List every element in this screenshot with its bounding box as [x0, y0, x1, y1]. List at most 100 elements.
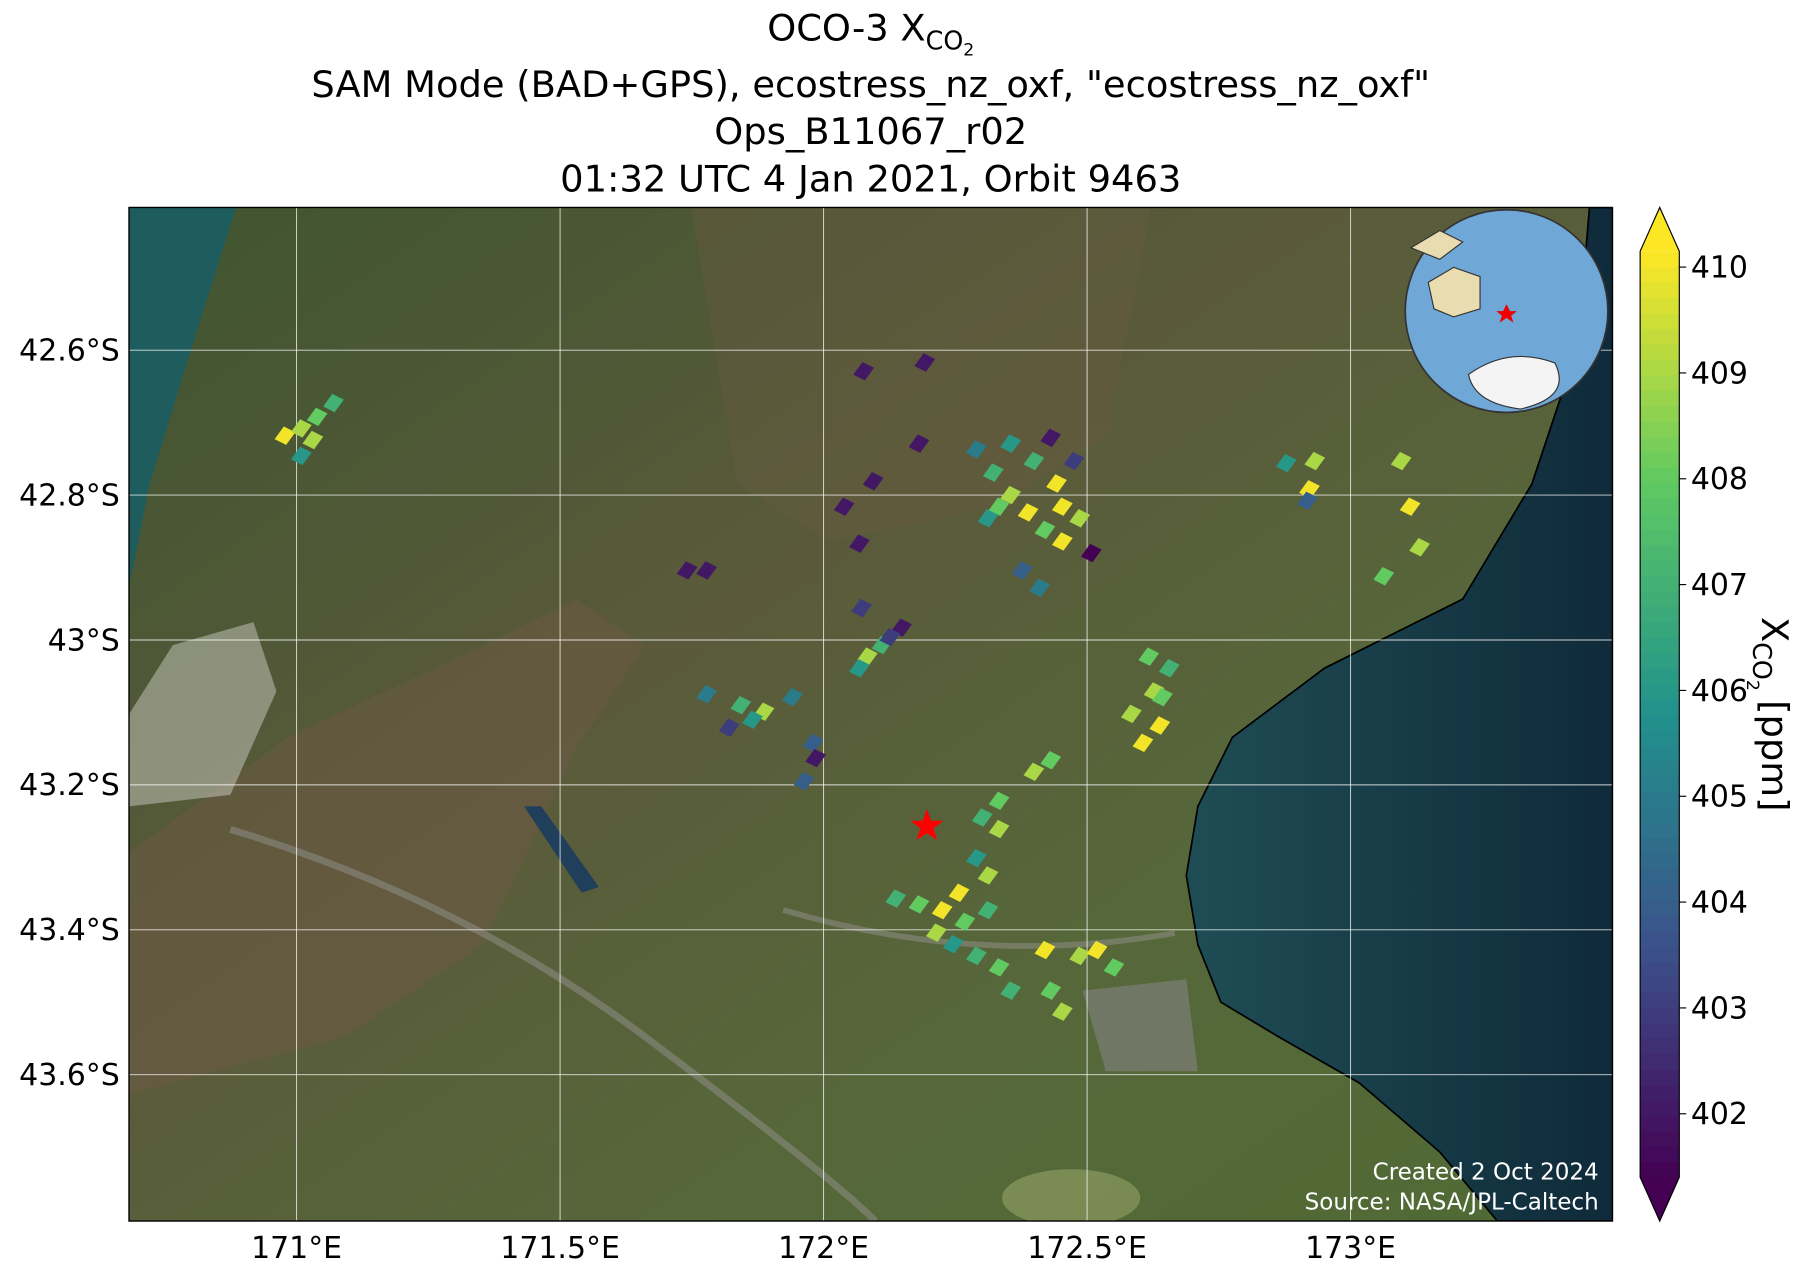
colorbar-segment — [1640, 837, 1680, 854]
colorbar-segment — [1640, 976, 1680, 993]
colorbar-tick-label: 405 — [1691, 780, 1748, 815]
sounding — [1023, 762, 1045, 782]
colorbar-segment — [1640, 359, 1680, 376]
sounding — [782, 688, 803, 707]
y-tick-label: 42.8°S — [19, 478, 120, 513]
sounding — [1149, 716, 1171, 735]
colorbar-segment — [1640, 498, 1680, 515]
sounding — [1000, 434, 1022, 453]
colorbar-segment — [1640, 390, 1680, 407]
colorbar-tick-label: 410 — [1691, 250, 1748, 285]
sounding — [1040, 981, 1062, 1000]
colorbar-segment — [1640, 282, 1680, 299]
x-tick-label: 171.5°E — [500, 1231, 620, 1266]
sounding — [914, 353, 936, 372]
colorbar-segment — [1640, 652, 1680, 669]
colorbar-segment — [1640, 806, 1680, 823]
sounding — [1143, 682, 1165, 701]
sounding — [1051, 497, 1073, 516]
sounding — [1017, 503, 1039, 522]
sounding — [302, 430, 324, 450]
sounding — [977, 901, 999, 920]
colorbar-label: XCO2 [ppm] — [1742, 617, 1796, 812]
sounding — [1275, 453, 1297, 473]
x-tick-label: 173°E — [1305, 1231, 1396, 1266]
colorbar-segment — [1640, 421, 1680, 438]
colorbar-segment — [1640, 914, 1680, 932]
title: OCO-3 XCO2 — [767, 6, 974, 60]
sounding — [730, 695, 752, 715]
sounding — [931, 901, 953, 920]
sounding — [718, 718, 740, 737]
sounding — [1390, 451, 1412, 471]
sounding — [1158, 659, 1180, 678]
colorbar-segment — [1640, 1161, 1680, 1178]
colorbar-segment — [1640, 405, 1680, 422]
colorbar-segment — [1640, 1084, 1680, 1101]
y-tick-label: 42.6°S — [19, 334, 120, 369]
sounding — [988, 791, 1010, 811]
colorbar-segment — [1640, 899, 1680, 916]
note: Created 2 Oct 2024 — [1373, 1160, 1599, 1186]
sounding — [948, 883, 970, 903]
sounding — [954, 912, 976, 932]
colorbar-segment — [1640, 559, 1680, 577]
sounding — [1120, 704, 1142, 724]
colorbar-segment — [1640, 853, 1680, 870]
sounding — [1000, 485, 1022, 505]
colorbar-segment — [1640, 791, 1680, 808]
x-tick-label: 171°E — [251, 1231, 342, 1266]
colorbar-tick-label: 407 — [1691, 568, 1748, 603]
colorbar-segment — [1640, 374, 1680, 391]
colorbar-segment — [1640, 251, 1680, 268]
colorbar-segment — [1640, 1053, 1680, 1070]
sounding — [908, 434, 930, 453]
sounding — [971, 808, 993, 827]
sounding — [1373, 567, 1395, 586]
sounding — [1069, 946, 1091, 966]
sounding — [977, 866, 999, 885]
sounding — [1409, 538, 1430, 557]
colorbar-segment — [1640, 945, 1680, 962]
note: Source: NASA/JPL-Caltech — [1305, 1190, 1599, 1216]
colorbar-label-part: 2 — [1742, 680, 1762, 691]
colorbar-tick-label: 406 — [1691, 674, 1748, 709]
sounding — [885, 889, 907, 908]
sounding — [696, 685, 717, 704]
colorbar-extend-top — [1640, 207, 1680, 252]
sounding — [1299, 480, 1320, 499]
sounding — [966, 848, 987, 868]
sounding — [1297, 491, 1318, 511]
colorbar-segment — [1640, 328, 1680, 345]
colorbar-tick-label: 403 — [1691, 991, 1748, 1026]
sounding — [925, 923, 947, 942]
colorbar-segment — [1640, 529, 1680, 546]
sounding — [696, 561, 717, 580]
sounding — [879, 627, 901, 647]
colorbar-segment — [1640, 760, 1680, 777]
map-background — [129, 207, 1613, 1222]
sounding — [1152, 688, 1173, 707]
colorbar-segment — [1640, 1022, 1680, 1040]
colorbar-tick-label: 404 — [1691, 885, 1748, 920]
colorbar-segment — [1640, 1038, 1680, 1055]
sounding — [1029, 578, 1051, 598]
colorbar-label-part: CO — [1747, 642, 1777, 680]
colorbar-segment — [1640, 312, 1680, 330]
colorbar-segment — [1640, 451, 1680, 468]
colorbar-frame — [1639, 206, 1680, 1223]
map-frame — [128, 206, 1614, 1222]
colorbar-segment — [1640, 822, 1680, 839]
subtitle: Ops_B11067_r02 — [714, 110, 1027, 153]
colorbar-segment — [1640, 637, 1680, 654]
sounding — [1063, 451, 1085, 471]
y-tick-label: 43°S — [48, 623, 120, 658]
colorbar-segment — [1640, 667, 1680, 685]
sounding — [805, 748, 827, 768]
colorbar-segment — [1640, 961, 1680, 978]
sounding — [290, 446, 312, 466]
sounding — [676, 561, 698, 580]
colorbar-segment — [1640, 745, 1680, 762]
sounding — [1138, 647, 1160, 666]
colorbar-segment — [1640, 698, 1680, 715]
